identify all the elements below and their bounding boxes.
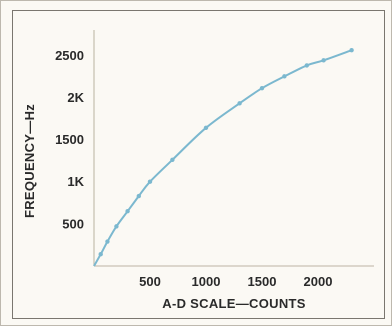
data-point: [203, 125, 209, 130]
data-point: [170, 157, 175, 162]
axes: [93, 30, 374, 267]
x-tick-label: 2000: [304, 274, 333, 289]
data-point: [125, 209, 130, 214]
x-tick-label: 1000: [192, 274, 221, 289]
y-tick-label: 2500: [55, 48, 84, 63]
y-tick-label: 1500: [55, 132, 84, 147]
data-point: [98, 252, 103, 257]
data-point: [259, 85, 265, 91]
x-tick-label: 500: [139, 274, 161, 289]
series-line: [93, 49, 352, 267]
data-point: [237, 101, 242, 106]
y-tick-label: 1K: [67, 174, 84, 189]
y-tick-label: 500: [62, 216, 84, 231]
data-point: [114, 224, 119, 229]
x-tick-label: 1500: [248, 274, 277, 289]
data-point: [136, 193, 141, 199]
x-tick-labels: 500 1000 1500 2000: [139, 274, 332, 289]
y-tick-label: 2K: [67, 90, 84, 105]
y-axis-title: FREQUENCY—Hz: [22, 104, 37, 218]
series-group: [93, 48, 354, 267]
data-point: [147, 179, 153, 184]
data-point: [349, 48, 354, 53]
data-point: [105, 239, 110, 244]
chart-panel: [12, 10, 385, 319]
data-point: [304, 63, 309, 68]
x-axis-title: A-D SCALE—COUNTS: [162, 296, 305, 311]
data-point: [321, 58, 326, 63]
data-point: [282, 74, 287, 79]
y-tick-labels: 500 1K 1500 2K 2500: [55, 48, 85, 232]
